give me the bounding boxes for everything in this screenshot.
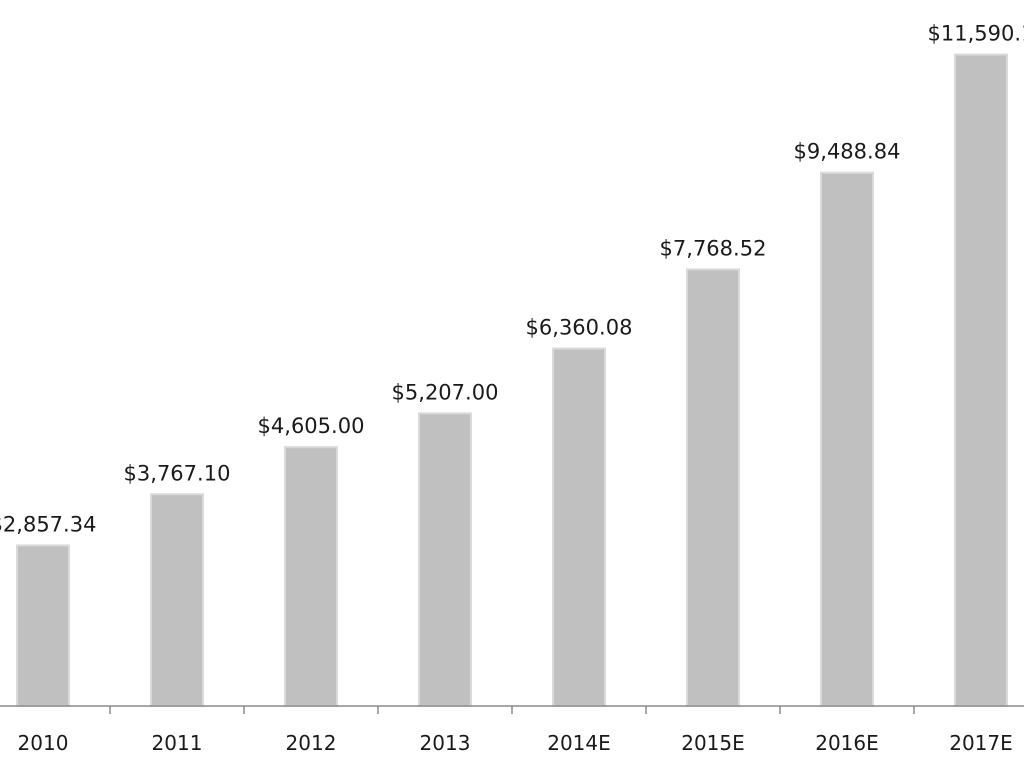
data-label-2015E: $7,768.52 [660, 236, 767, 260]
bar-2017E [954, 53, 1008, 707]
x-tick-label-2016E: 2016E [815, 731, 879, 755]
x-tick-label-2010: 2010 [18, 731, 69, 755]
x-tick-label-2017E: 2017E [949, 731, 1013, 755]
data-label-2012: $4,605.00 [258, 414, 365, 438]
data-label-2016E: $9,488.84 [794, 140, 901, 164]
data-label-2014E: $6,360.08 [526, 316, 633, 340]
x-tick-label-2011: 2011 [152, 731, 203, 755]
data-label-2013: $5,207.00 [392, 380, 499, 404]
bar-2015E [686, 268, 740, 707]
x-tick-label-2014E: 2014E [547, 731, 611, 755]
bar-2012 [284, 446, 338, 707]
data-label-2017E: $11,590.1 [928, 22, 1024, 46]
x-axis-ticks-layer [109, 706, 915, 714]
data-labels-layer: $2,857.34 $3,767.10 $4,605.00 $5,207.00 $6,3… [0, 22, 1024, 537]
bar-2013 [418, 412, 472, 707]
x-tick-label-2013: 2013 [420, 731, 471, 755]
bar-2010 [16, 544, 70, 707]
x-tick-label-2012: 2012 [286, 731, 337, 755]
data-label-2010: $2,857.34 [0, 512, 96, 536]
bar-2014E [552, 347, 606, 707]
data-label-2011: $3,767.10 [124, 461, 231, 485]
bar-2016E [820, 171, 874, 708]
x-axis-tick-labels-layer: 2010 2011 2012 2013 2014E 2015E 2016E 2017E [18, 731, 1013, 755]
bar-2011 [150, 493, 204, 708]
bars-layer [16, 53, 1008, 708]
x-tick-label-2015E: 2015E [681, 731, 745, 755]
